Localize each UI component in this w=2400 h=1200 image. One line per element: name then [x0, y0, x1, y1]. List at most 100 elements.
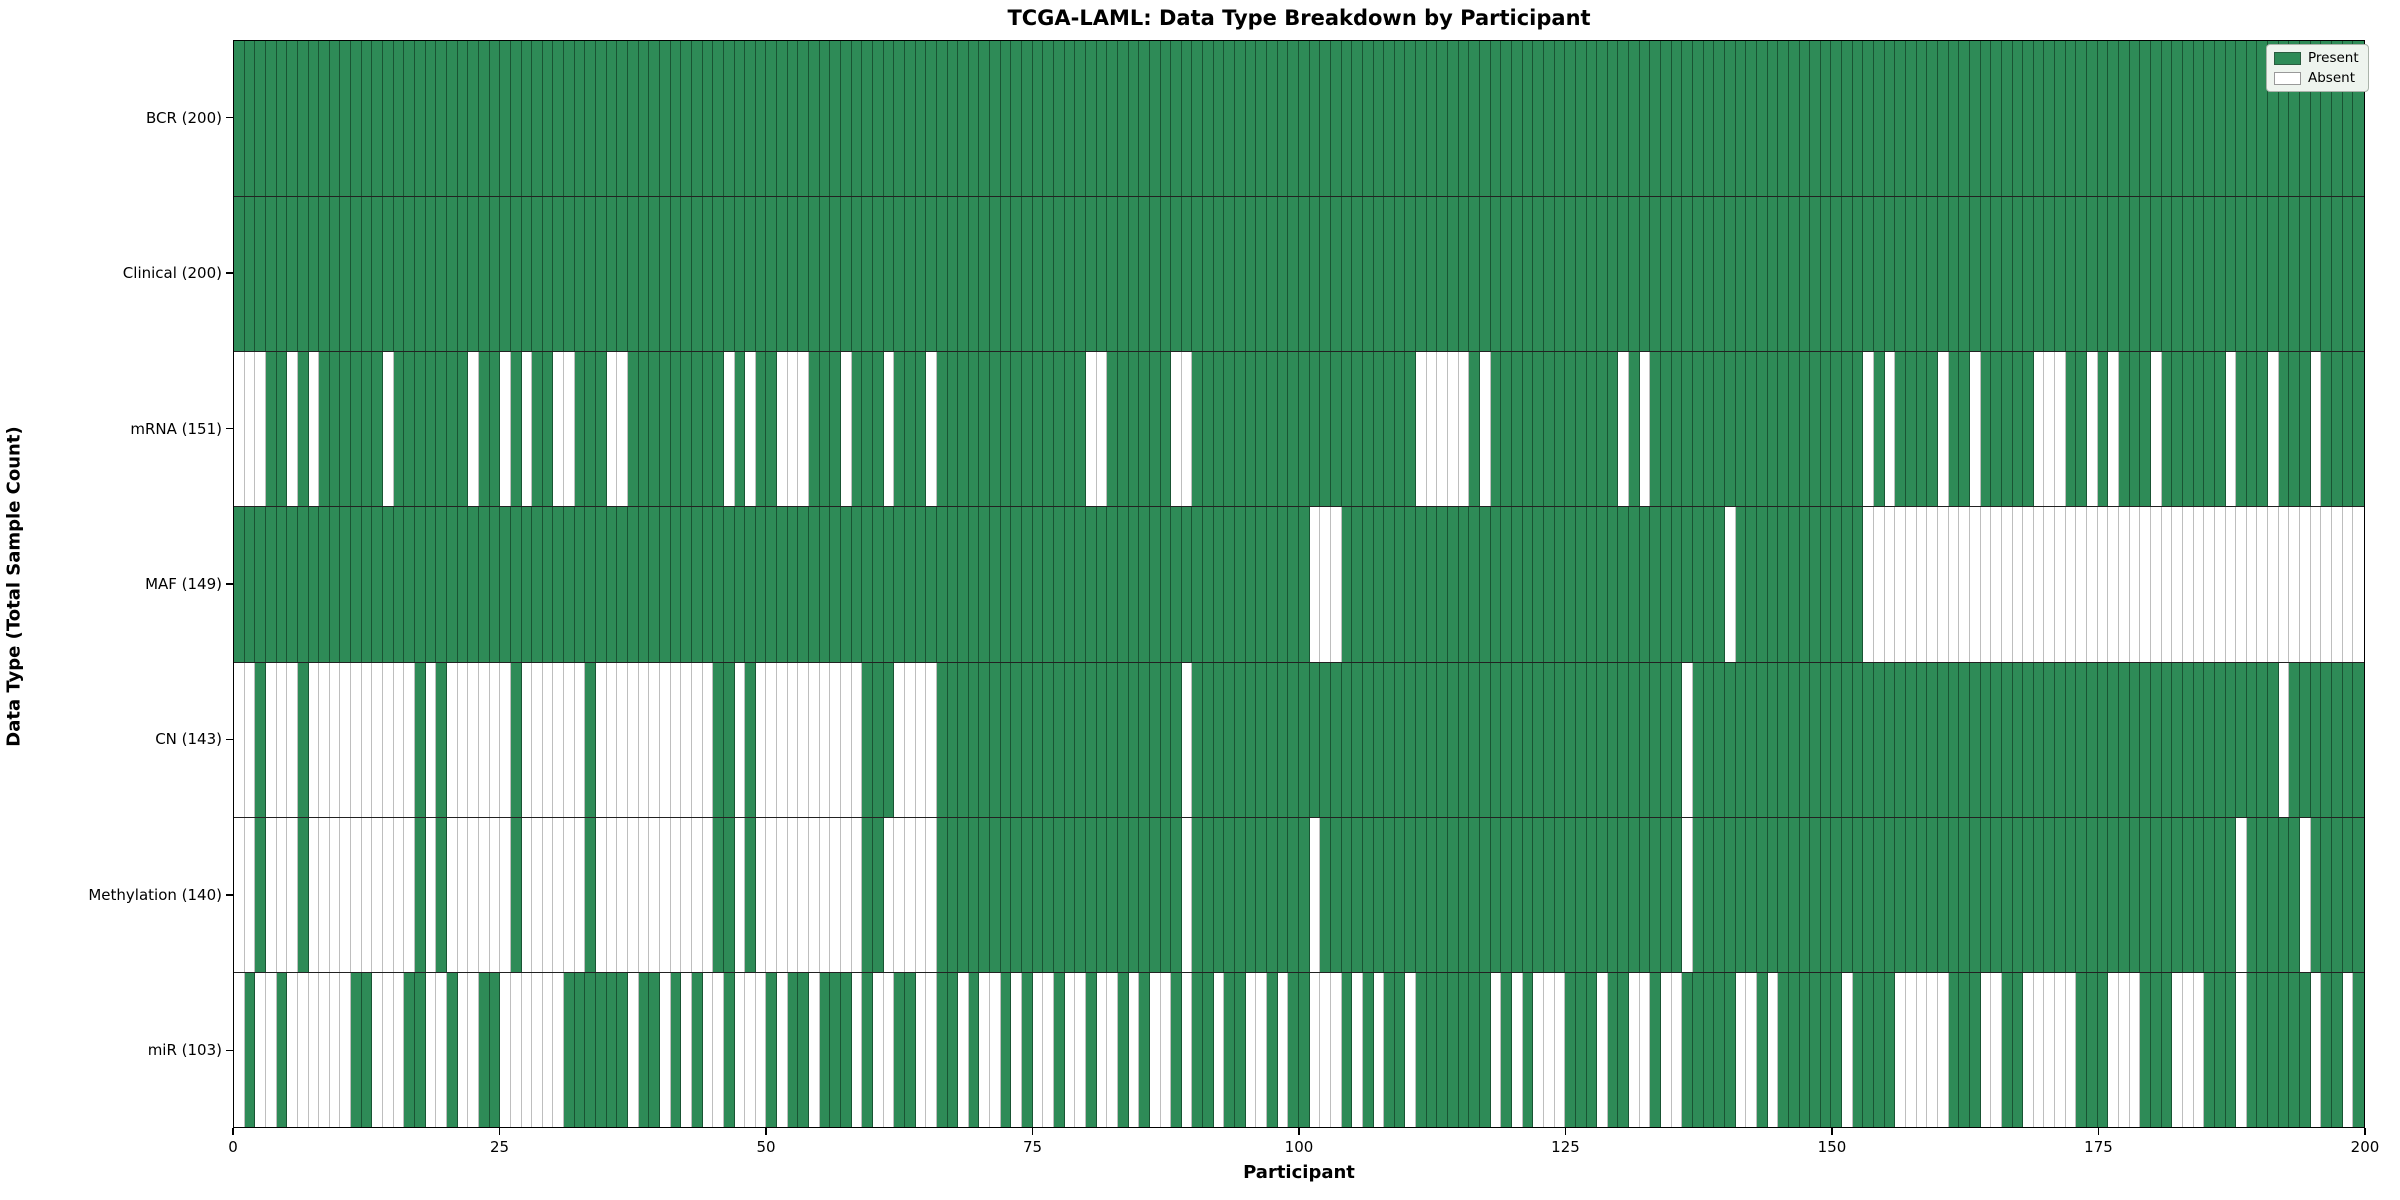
cell: [1767, 662, 1779, 817]
cell: [638, 817, 650, 972]
cell: [2257, 41, 2269, 197]
cell: [1267, 352, 1278, 507]
cell: [287, 352, 298, 507]
cell: [521, 507, 533, 662]
cell: [659, 972, 671, 1127]
cell: [361, 972, 373, 1127]
cell: [1043, 972, 1055, 1127]
cell: [415, 662, 426, 817]
cell: [489, 972, 501, 1127]
cell: [372, 972, 384, 1127]
cell: [1330, 197, 1342, 352]
x-tick-mark: [1031, 1128, 1034, 1135]
cell: [2055, 41, 2066, 197]
cell: [1778, 507, 1789, 662]
cell: [553, 352, 565, 507]
cell: [681, 507, 692, 662]
cell: [2332, 507, 2343, 662]
cell: [1820, 197, 1832, 352]
cell: [2225, 662, 2237, 817]
cell: [2268, 507, 2279, 662]
cell: [1330, 972, 1342, 1127]
cell: [276, 352, 288, 507]
cell: [255, 972, 266, 1127]
cell: [1895, 662, 1907, 817]
cell: [1788, 507, 1800, 662]
cell: [1054, 197, 1065, 352]
cell: [1724, 972, 1736, 1127]
cell: [968, 972, 980, 1127]
cell: [415, 352, 426, 507]
chart-title: TCGA-LAML: Data Type Breakdown by Partic…: [1007, 6, 1591, 30]
cell: [1735, 41, 1747, 197]
cell: [723, 197, 735, 352]
cell: [1000, 507, 1012, 662]
cell: [1767, 817, 1779, 972]
cell: [1969, 352, 1981, 507]
cell: [2300, 662, 2311, 817]
cell: [2214, 817, 2226, 972]
cell: [2342, 662, 2354, 817]
y-tick-mark: [226, 583, 233, 585]
cell: [585, 817, 597, 972]
cell: [2001, 972, 2013, 1127]
cell: [2097, 972, 2109, 1127]
cell: [244, 41, 256, 197]
cell: [1448, 507, 1459, 662]
cell: [1416, 972, 1427, 1127]
cell: [1320, 352, 1331, 507]
cell: [308, 41, 320, 197]
cell: [1671, 507, 1683, 662]
cell: [1778, 352, 1789, 507]
cell: [1597, 507, 1608, 662]
cell: [1480, 972, 1491, 1127]
cell: [1149, 972, 1161, 1127]
cell: [1160, 197, 1172, 352]
cell: [297, 662, 309, 817]
cell: [255, 197, 266, 352]
cell: [1650, 817, 1662, 972]
cell: [372, 352, 384, 507]
cell: [1054, 352, 1065, 507]
cell: [851, 507, 863, 662]
cell: [2065, 507, 2077, 662]
cell: [2278, 352, 2290, 507]
cell: [1213, 41, 1225, 197]
cell: [1298, 41, 1310, 197]
cell: [1959, 972, 1970, 1127]
cell: [276, 41, 288, 197]
cell: [2278, 662, 2290, 817]
cell: [841, 817, 852, 972]
cell: [1863, 197, 1875, 352]
cell: [297, 817, 309, 972]
cell: [1543, 507, 1555, 662]
cell: [2268, 972, 2279, 1127]
cell: [1139, 817, 1150, 972]
cell: [404, 41, 416, 197]
cell: [351, 41, 362, 197]
cell: [883, 507, 895, 662]
cell: [2310, 352, 2322, 507]
cell: [425, 507, 437, 662]
heatmap-row-BCR: [234, 41, 2364, 197]
cell: [894, 507, 905, 662]
cell: [2214, 197, 2226, 352]
cell: [510, 507, 522, 662]
cell: [234, 817, 245, 972]
cell: [1799, 972, 1811, 1127]
cell: [1277, 972, 1289, 1127]
cell: [713, 352, 724, 507]
cell: [1181, 972, 1193, 1127]
cell: [1927, 507, 1938, 662]
cell: [297, 972, 309, 1127]
cell: [1820, 507, 1832, 662]
cell: [404, 352, 416, 507]
cell: [1650, 972, 1662, 1127]
cell: [564, 197, 575, 352]
cell: [2097, 197, 2109, 352]
cell: [1096, 197, 1108, 352]
cell: [1724, 197, 1736, 352]
cell: [787, 197, 799, 352]
cell: [1181, 662, 1193, 817]
cell: [500, 662, 511, 817]
